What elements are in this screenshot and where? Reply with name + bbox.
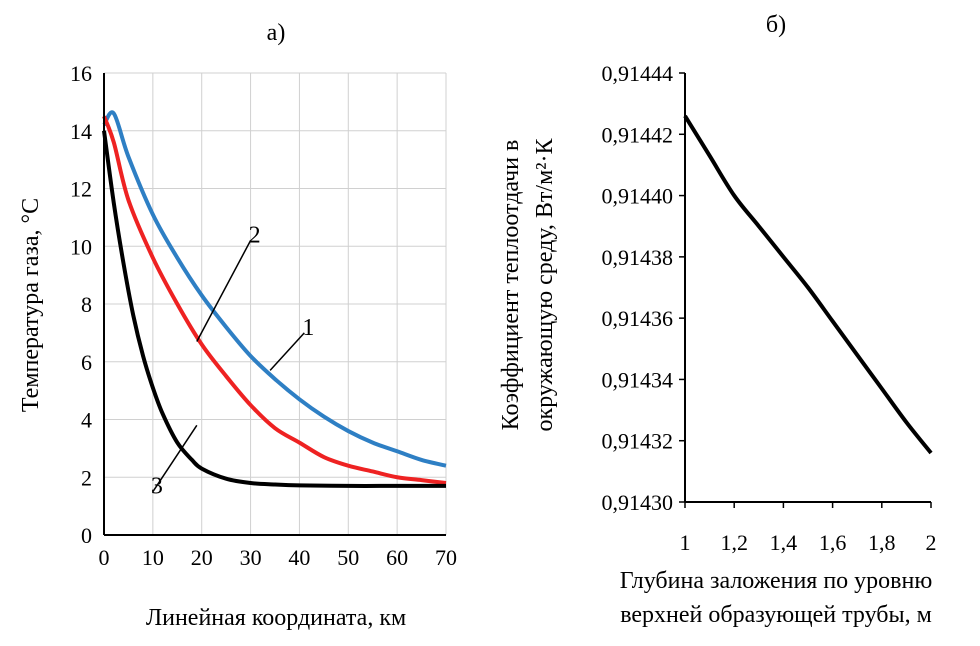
chart-a-annotation-label: 1	[302, 315, 314, 341]
chart-a-y-tick-label: 8	[81, 292, 92, 317]
chart-a-x-tick-label: 0	[99, 545, 110, 570]
chart-b-x-tick-label: 1,4	[770, 530, 798, 555]
chart-b-y-tick-label: 0,91442	[602, 122, 674, 147]
chart-b-y-tick-label: 0,91440	[602, 184, 674, 209]
chart-b-x-tick-label: 1,8	[868, 530, 896, 555]
chart-a-y-tick-label: 6	[81, 350, 92, 375]
chart-a-x-tick-label: 20	[191, 545, 213, 570]
chart-a-grid	[104, 72, 447, 535]
chart-a-x-tick-label: 40	[288, 545, 310, 570]
chart-a-x-tick-label: 60	[386, 545, 408, 570]
chart-b-x-tick-label: 2	[926, 530, 937, 555]
chart-a-xlabel: Линейная координата, км	[146, 605, 406, 631]
chart-b: б) 1 1,2 1,4 1,6 1,8 2 0,91430 0,91432 0,91434 0,…	[498, 12, 937, 628]
chart-a-y-tick-label: 12	[70, 177, 92, 202]
chart-a-y-tick-label: 10	[70, 234, 92, 259]
chart-b-y-tick-label: 0,91436	[602, 306, 674, 331]
chart-a-annotation-leader	[152, 424, 198, 493]
chart-a-series-line-2	[102, 115, 447, 486]
chart-b-series	[683, 114, 933, 455]
chart-a-ylabel: Температура газа, °С	[18, 198, 44, 412]
chart-b-x-tick-label: 1,2	[720, 530, 748, 555]
chart-b-ylabel-line2: окружающую среду, Вт/м²·К	[532, 138, 558, 432]
chart-a-annotations: 1 2 3	[151, 222, 314, 499]
chart-a-panel-label: а)	[267, 20, 286, 46]
chart-b-y-tick-label: 0,91430	[602, 490, 674, 515]
chart-b-series-line-1	[683, 114, 933, 455]
chart-a-y-tick-label: 14	[70, 119, 92, 144]
chart-a-y-tick-label: 4	[81, 408, 92, 433]
chart-b-xlabel-line1: Глубина заложения по уровню	[620, 568, 933, 594]
chart-a-series	[102, 110, 447, 488]
chart-a-annotation-leader	[196, 240, 252, 342]
chart-a-y-tick-label: 2	[81, 465, 92, 490]
chart-b-ylabel-line1: Коэффициент теплоотдачи в	[498, 140, 524, 431]
chart-a-x-tick-label: 70	[435, 545, 457, 570]
chart-a-y-tick-label: 0	[81, 523, 92, 548]
chart-a-series-line-3	[102, 130, 446, 488]
chart-b-x-tick-label: 1	[680, 530, 691, 555]
chart-a-annotation-label: 2	[249, 222, 261, 248]
chart-a-annotation-label: 3	[151, 474, 163, 500]
chart-b-y-tick-label: 0,91432	[602, 429, 674, 454]
chart-b-panel-label: б)	[766, 12, 786, 38]
chart-a-y-tick-label: 16	[70, 61, 92, 86]
chart-b-y-tick-label: 0,91434	[602, 367, 674, 392]
chart-a-x-tick-label: 10	[142, 545, 164, 570]
chart-a-x-tick-label: 50	[337, 545, 359, 570]
chart-b-x-tick-label: 1,6	[819, 530, 847, 555]
chart-a-x-tick-label: 30	[240, 545, 262, 570]
chart-a-annotation-leader	[269, 332, 305, 371]
chart-a-series-line-1	[102, 110, 447, 468]
chart-b-xlabel-line2: верхней образующей трубы, м	[620, 602, 932, 628]
chart-b-y-tick-label: 0,91444	[602, 61, 674, 86]
chart-b-ticks: 1 1,2 1,4 1,6 1,8 2 0,91430 0,91432 0,91434 0,914…	[602, 61, 937, 555]
chart-b-y-tick-label: 0,91438	[602, 245, 674, 270]
